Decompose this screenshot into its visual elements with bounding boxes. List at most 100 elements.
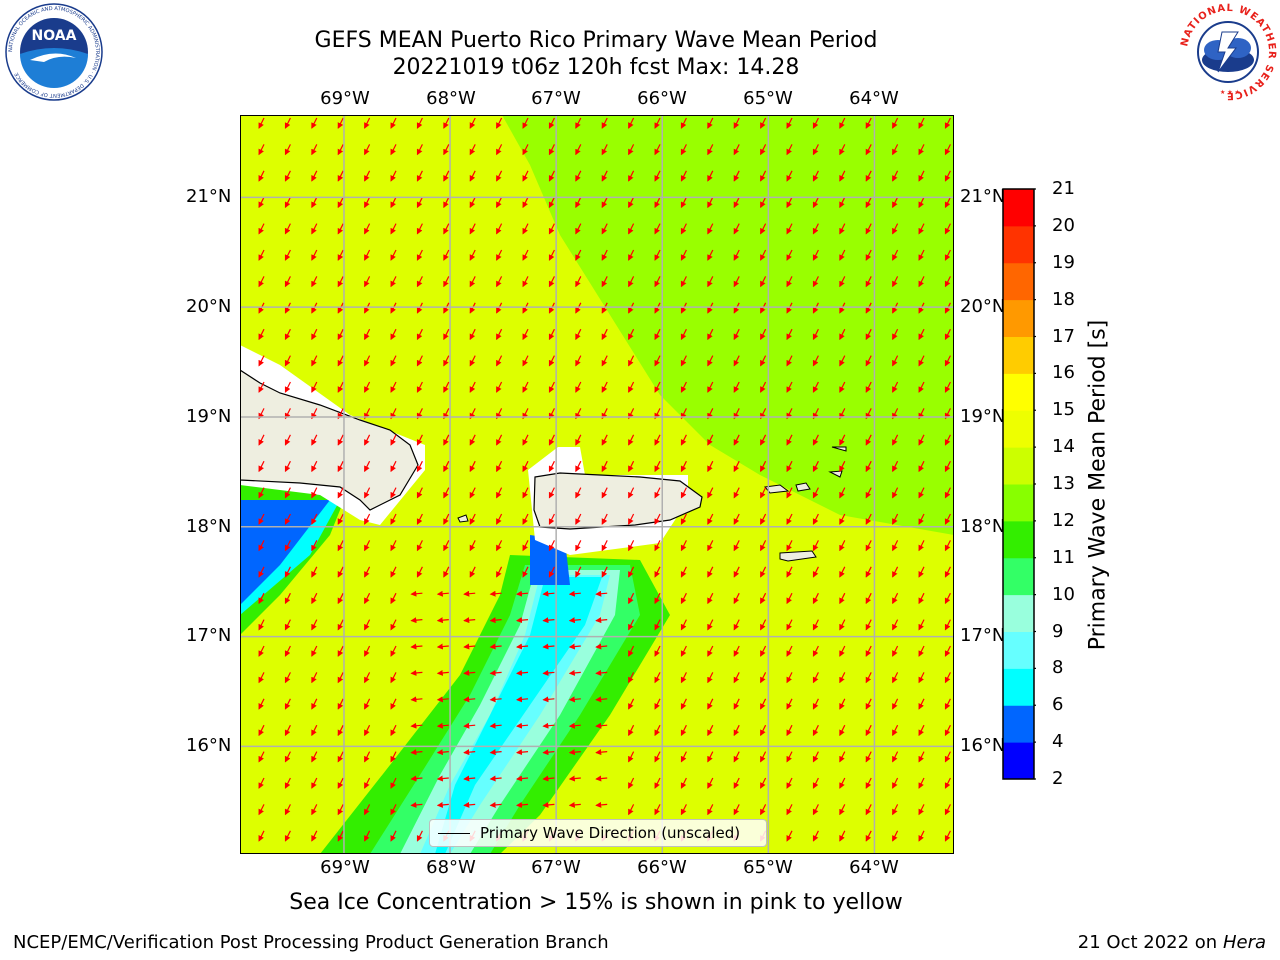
lat-label-left: 21°N [186, 186, 232, 207]
wave-direction-arrow [364, 144, 371, 156]
wave-direction-arrow [654, 751, 661, 763]
wave-direction-arrow [733, 619, 740, 631]
wave-direction-arrow [680, 513, 687, 525]
lon-label-bottom: 65°W [743, 857, 793, 878]
wave-direction-arrow [944, 566, 951, 578]
wave-direction-arrow [284, 592, 291, 605]
wave-direction-arrow [707, 276, 714, 288]
wave-direction-arrow [918, 196, 925, 209]
wave-direction-arrow [364, 170, 371, 182]
wave-direction-arrow [944, 804, 951, 816]
wave-direction-arrow [944, 540, 951, 552]
wave-direction-arrow [568, 696, 581, 703]
wave-direction-arrow [258, 144, 265, 156]
colorbar-tick-label: 15 [1052, 399, 1075, 421]
wave-direction-arrow [707, 777, 714, 789]
lat-label-left: 19°N [186, 406, 232, 427]
wave-direction-arrow [311, 381, 318, 393]
wave-direction-arrow [892, 619, 899, 631]
wave-direction-arrow [944, 170, 951, 182]
wave-direction-arrow [601, 196, 608, 209]
wave-direction-arrow [812, 434, 819, 446]
wave-direction-arrow [839, 672, 846, 684]
wave-direction-arrow [601, 117, 608, 129]
wave-direction-arrow [918, 223, 925, 235]
wave-direction-arrow [311, 144, 318, 156]
wave-direction-arrow [469, 381, 476, 393]
wave-direction-arrow [443, 196, 450, 209]
wave-direction-arrow [628, 566, 635, 578]
colorbar [1002, 188, 1036, 780]
lat-label-left: 17°N [186, 625, 232, 646]
wave-direction-arrow [463, 722, 476, 729]
wave-direction-arrow [786, 434, 793, 446]
wave-direction-arrow [865, 355, 872, 367]
wave-direction-arrow [654, 513, 661, 525]
wave-direction-arrow [839, 513, 846, 525]
wave-direction-arrow [443, 223, 450, 235]
wave-direction-arrow [760, 381, 767, 393]
wave-direction-arrow [760, 276, 767, 288]
wave-direction-arrow [568, 722, 581, 729]
wave-direction-arrow [489, 722, 502, 729]
wave-direction-arrow [918, 276, 925, 288]
wave-direction-arrow [489, 590, 502, 597]
wave-direction-arrow [258, 513, 265, 525]
wave-direction-arrow [489, 775, 502, 782]
wave-direction-arrow [865, 830, 872, 842]
wave-direction-arrow [812, 355, 819, 367]
wave-direction-arrow [390, 619, 397, 631]
wave-direction-arrows [258, 117, 951, 842]
wave-direction-arrow [337, 170, 344, 182]
wave-direction-arrow [839, 381, 846, 393]
wave-direction-arrow [595, 643, 608, 650]
wave-direction-arrow [628, 645, 635, 657]
wave-direction-arrow [284, 144, 291, 156]
wave-direction-arrow [258, 460, 265, 473]
lon-label-bottom: 66°W [637, 857, 687, 878]
wave-direction-arrow [416, 381, 423, 393]
wave-direction-arrow [575, 144, 582, 156]
wave-direction-arrow [436, 617, 449, 624]
colorbar-tick-label: 21 [1052, 178, 1075, 199]
wave-direction-arrow [542, 722, 555, 729]
wave-direction-arrow [733, 170, 740, 182]
wave-direction-arrow [284, 830, 291, 842]
wave-direction-arrow [258, 117, 265, 129]
wave-direction-arrow [812, 724, 819, 737]
wave-direction-arrow [284, 434, 291, 446]
wave-direction-arrow [548, 144, 555, 156]
wave-direction-arrow [337, 619, 344, 631]
wave-direction-arrow [680, 381, 687, 393]
wave-direction-arrow [337, 276, 344, 288]
wave-direction-arrow [390, 328, 397, 341]
noaa-logo-text: NOAA [32, 28, 77, 44]
wave-direction-arrow [786, 751, 793, 763]
wave-direction-arrow [284, 724, 291, 737]
wave-direction-arrow [284, 698, 291, 710]
wave-direction-arrow [410, 801, 423, 808]
wave-direction-arrow [760, 566, 767, 578]
wave-direction-arrow [522, 381, 529, 393]
wave-direction-arrow [654, 645, 661, 657]
wave-direction-arrow [733, 460, 740, 473]
wave-direction-arrow [284, 223, 291, 235]
colorbar-tick-label: 19 [1052, 251, 1075, 273]
wave-direction-arrow [812, 619, 819, 631]
wave-direction-arrow [733, 223, 740, 235]
wave-direction-arrow [733, 355, 740, 367]
legend-line-swatch [438, 832, 470, 834]
wave-direction-arrow [284, 355, 291, 367]
wave-direction-arrow [944, 698, 951, 710]
wave-direction-arrow [575, 249, 582, 261]
wave-direction-arrow [760, 196, 767, 209]
wave-direction-arrow [707, 540, 714, 552]
map-title: GEFS MEAN Puerto Rico Primary Wave Mean … [314, 28, 878, 53]
wave-direction-arrow [575, 170, 582, 182]
colorbar-tick-label: 14 [1052, 436, 1075, 458]
wave-direction-arrow [390, 513, 397, 525]
wave-direction-arrow [892, 196, 899, 209]
wave-direction-arrow [595, 775, 608, 782]
wave-direction-arrow [865, 117, 872, 129]
wave-direction-arrow [654, 460, 661, 473]
